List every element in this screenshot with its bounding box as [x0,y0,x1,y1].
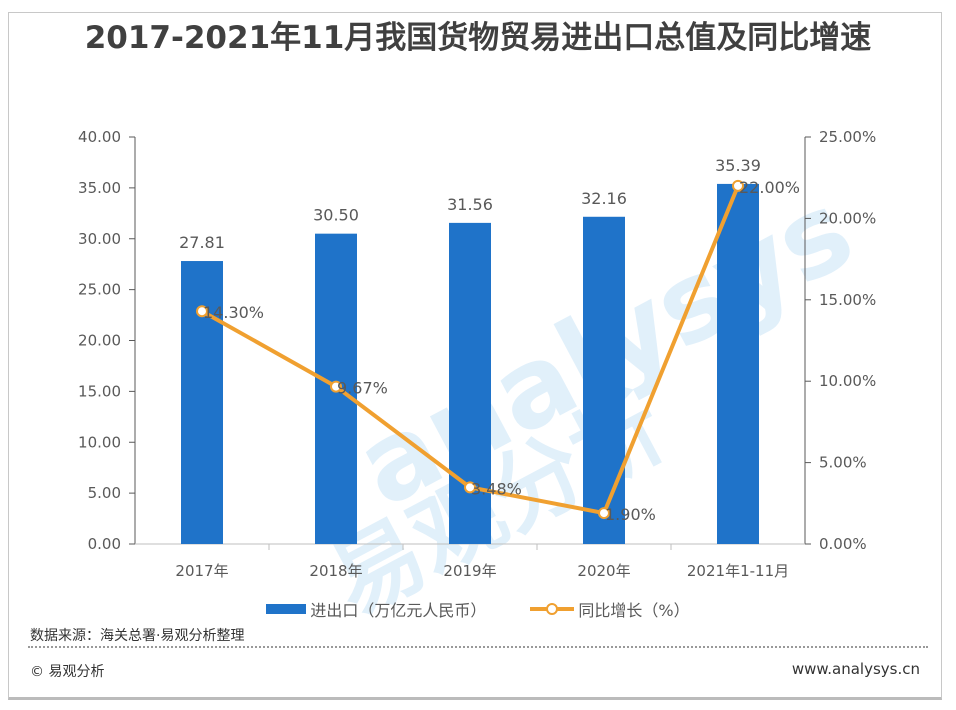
x-tick-label: 2020年 [577,562,630,580]
line-point [196,305,208,318]
right-tick-label: 10.00% [819,372,876,390]
chart-title: 2017-2021年11月我国货物贸易进出口总值及同比增速 [84,20,872,56]
bar [583,216,625,544]
left-tick-label: 20.00 [78,332,121,350]
left-tick-label: 25.00 [78,281,121,299]
legend: 进出口（万亿元人民币） 同比增长（%） [0,597,956,621]
line-data-label: 3.48% [471,479,522,498]
legend-label: 同比增长（%） [578,601,690,620]
copyright: © 易观分析 [30,664,105,680]
x-tick-label: 2019年 [443,562,496,580]
line-data-label: 14.30% [203,303,264,322]
line-point [598,507,610,520]
line-data-label: 1.90% [605,505,656,524]
left-tick-label: 40.00 [78,128,121,146]
line-data-label: 9.67% [337,379,388,398]
bar-data-label: 27.81 [179,233,225,252]
line-point [464,481,476,494]
divider [28,646,928,648]
bar-data-label: 32.16 [581,189,627,208]
right-tick-label: 25.00% [819,128,876,146]
left-tick-label: 30.00 [78,230,121,248]
right-tick-label: 20.00% [819,209,876,227]
bar-data-label: 35.39 [715,156,761,175]
left-tick-label: 0.00 [88,535,121,553]
left-tick-label: 15.00 [78,382,121,400]
line-point [732,179,744,192]
legend-swatch-line [530,603,575,615]
line-point [330,380,342,393]
right-tick-label: 5.00% [819,454,867,472]
legend-label: 进出口（万亿元人民币） [310,601,487,620]
website-link[interactable]: www.analysys.cn [791,660,920,678]
x-tick-label: 2017年 [175,562,228,580]
bar-data-label: 30.50 [313,206,359,225]
legend-swatch-bar [266,604,307,614]
left-tick-label: 35.00 [78,179,121,197]
x-tick-label: 2018年 [309,562,362,580]
bar [717,183,759,545]
bar-data-label: 31.56 [447,195,493,214]
x-tick-label: 2021年1-11月 [687,562,789,580]
legend-item-bar: 进出口（万亿元人民币） [266,597,486,621]
left-tick-label: 10.00 [78,433,121,451]
legend-item-line: 同比增长（%） [530,597,690,621]
source-note: 数据来源：海关总署·易观分析整理 [30,628,245,644]
right-tick-label: 0.00% [819,535,867,553]
line-data-label: 22.00% [739,178,800,197]
left-tick-label: 5.00 [88,484,121,502]
right-tick-label: 15.00% [819,291,876,309]
